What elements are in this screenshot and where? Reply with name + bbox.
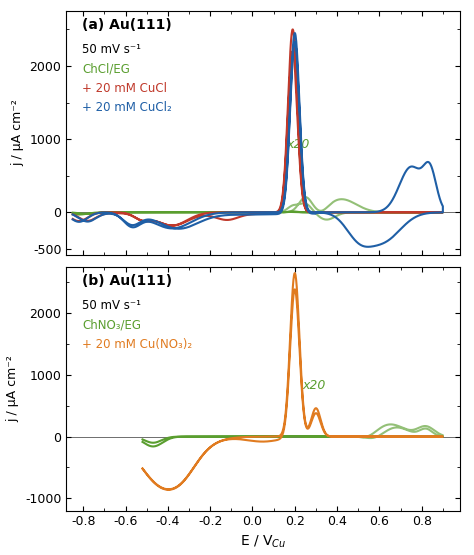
Text: + 20 mM CuCl₂: + 20 mM CuCl₂ [82,101,172,114]
Y-axis label: j / μA cm⁻²: j / μA cm⁻² [11,99,24,166]
Text: ChNO₃/EG: ChNO₃/EG [82,318,141,331]
Text: ChCl/EG: ChCl/EG [82,62,130,75]
Text: + 20 mM CuCl: + 20 mM CuCl [82,82,167,95]
X-axis label: E / V$_{Cu}$: E / V$_{Cu}$ [240,534,286,551]
Y-axis label: j / μA cm⁻²: j / μA cm⁻² [7,355,19,422]
Text: (a) Au(111): (a) Au(111) [82,18,172,32]
Text: 50 mV s⁻¹: 50 mV s⁻¹ [82,299,141,311]
Text: (b) Au(111): (b) Au(111) [82,274,172,288]
Text: x20: x20 [287,138,310,150]
Text: x20: x20 [302,379,326,392]
Text: + 20 mM Cu(NO₃)₂: + 20 mM Cu(NO₃)₂ [82,337,192,351]
Text: 50 mV s⁻¹: 50 mV s⁻¹ [82,43,141,56]
